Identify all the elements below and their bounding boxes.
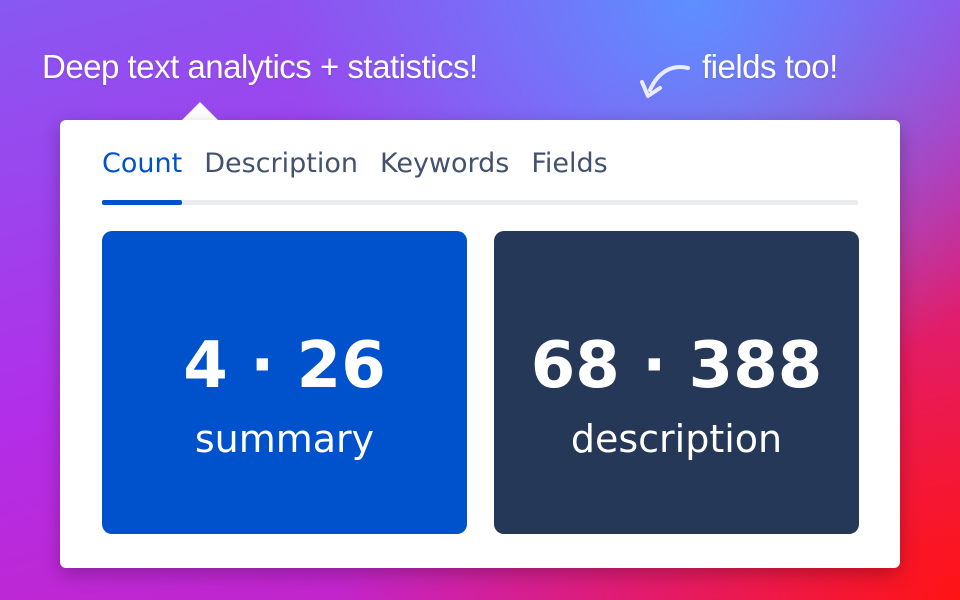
tab[interactable]: Keywords xyxy=(379,148,510,179)
tab-track xyxy=(102,200,858,205)
tab[interactable]: Count xyxy=(102,148,183,205)
tab-list: Count Description Keywords Fields xyxy=(102,148,858,206)
headline: Deep text analytics + statistics! xyxy=(42,48,478,85)
stat-card: 4 · 26 summary xyxy=(102,231,467,534)
arrow-icon xyxy=(640,65,690,98)
stat-label: summary xyxy=(194,417,375,461)
tab[interactable]: Fields xyxy=(531,148,608,179)
stat-value: 4 · 26 xyxy=(183,329,386,403)
callout: fields too! xyxy=(702,48,838,85)
panel-pointer xyxy=(182,102,218,120)
stat-label: description xyxy=(570,417,783,461)
tab[interactable]: Description xyxy=(204,148,358,179)
panel: Count Description Keywords Fields 4 · 26 sum… xyxy=(60,120,900,568)
stat-card: 68 · 388 description xyxy=(494,231,859,534)
stat-value: 68 · 388 xyxy=(530,329,823,403)
